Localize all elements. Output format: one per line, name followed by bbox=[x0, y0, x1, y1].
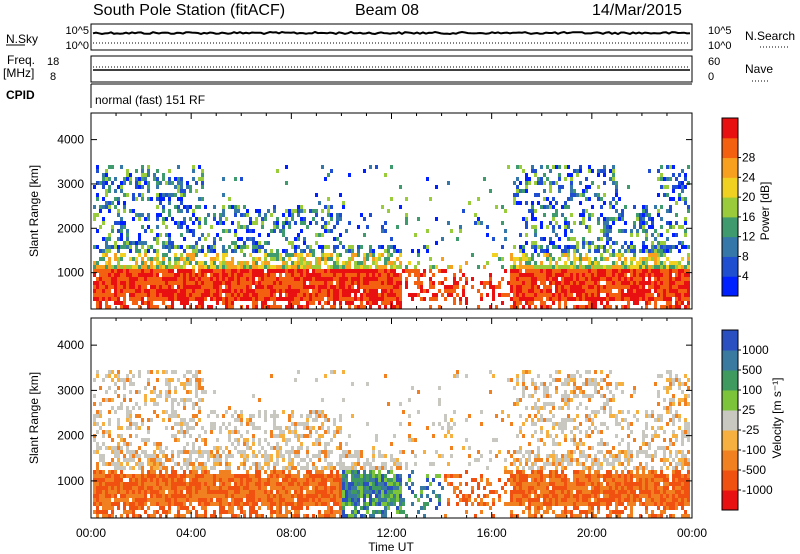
velocity-x-ticks bbox=[90, 318, 693, 518]
velocity-cells bbox=[93, 370, 690, 518]
y-tick-label: 2000 bbox=[57, 221, 84, 235]
colorbar-swatch bbox=[722, 236, 738, 257]
colorbar-swatch bbox=[722, 137, 738, 159]
x-tick-labels: 00:00 04:00 08:00 12:00 16:00 20:00 00:00 bbox=[76, 526, 707, 540]
colorbar-swatch bbox=[722, 470, 738, 491]
power-colorbar: 4 8 12 16 20 24 28 bbox=[721, 117, 756, 297]
velocity-cbar-label: Velocity [m s⁻¹] bbox=[770, 377, 784, 458]
colorbar-swatch bbox=[722, 390, 738, 411]
nsky-tick-low: 10^0 bbox=[65, 40, 89, 52]
y-tick-label: 4000 bbox=[57, 338, 84, 352]
velocity-ylabel: Slant Range [km] bbox=[27, 372, 41, 464]
colorbar-tick-label: 12 bbox=[742, 230, 756, 244]
colorbar-swatch bbox=[722, 256, 738, 277]
power-panel: 1000 2000 3000 4000 Slant Range [km] 4 8 12 16… bbox=[27, 112, 772, 310]
colorbar-swatch bbox=[722, 330, 738, 351]
power-ylabel: Slant Range [km] bbox=[27, 165, 41, 257]
nsky-trace bbox=[92, 30, 691, 36]
colorbar-swatch bbox=[722, 370, 738, 391]
colorbar-tick-label: -100 bbox=[742, 443, 766, 457]
x-tick-label: 08:00 bbox=[276, 526, 306, 540]
colorbar-swatch bbox=[722, 276, 738, 297]
x-tick-label: 00:00 bbox=[76, 526, 106, 540]
freq-panel: Freq. [MHz] 18 8 60 0 Nave bbox=[3, 53, 773, 83]
station-title: South Pole Station (fitACF) bbox=[93, 2, 285, 19]
y-tick-label: 1000 bbox=[57, 266, 84, 280]
colorbar-tick-label: 8 bbox=[742, 249, 749, 263]
x-tick-label: 04:00 bbox=[176, 526, 206, 540]
colorbar-tick-label: 20 bbox=[742, 190, 756, 204]
y-tick-label: 2000 bbox=[57, 429, 84, 443]
freq-label: Freq. bbox=[7, 53, 35, 67]
colorbar-tick-label: 24 bbox=[742, 170, 756, 184]
nsearch-tick-high: 10^5 bbox=[708, 25, 732, 37]
colorbar-tick-label: -25 bbox=[742, 423, 760, 437]
velocity-panel: 1000 2000 3000 4000 Slant Range [km] 1000 50… bbox=[27, 317, 784, 519]
colorbar-swatch bbox=[722, 118, 738, 139]
cpid-text: normal (fast) 151 RF bbox=[95, 93, 205, 107]
colorbar-swatch bbox=[722, 410, 738, 431]
colorbar-tick-label: 4 bbox=[742, 269, 749, 283]
x-tick-label: 20:00 bbox=[577, 526, 607, 540]
colorbar-swatch bbox=[722, 157, 738, 178]
y-tick-label: 3000 bbox=[57, 383, 84, 397]
colorbar-swatch bbox=[722, 350, 738, 371]
x-tick-label: 00:00 bbox=[677, 526, 707, 540]
colorbar-tick-label: 1000 bbox=[742, 343, 769, 357]
velocity-colorbar: 1000 500 100 25 -25 -100 -500 -1000 bbox=[721, 329, 773, 511]
nave-tick-low: 0 bbox=[708, 71, 714, 83]
power-x-ticks bbox=[90, 113, 693, 309]
power-y-axis: 1000 2000 3000 4000 bbox=[57, 133, 692, 280]
y-tick-label: 4000 bbox=[57, 133, 84, 147]
power-cbar-label: Power [dB] bbox=[758, 182, 772, 241]
nave-tick-high: 60 bbox=[708, 56, 720, 68]
nave-label: Nave bbox=[745, 62, 773, 76]
colorbar-swatch bbox=[722, 197, 738, 218]
nsky-panel: N.Sky 10^5 10^0 10^5 10^0 N.Search bbox=[6, 23, 795, 52]
power-cells bbox=[93, 165, 690, 309]
colorbar-tick-label: 28 bbox=[742, 151, 756, 165]
y-tick-label: 1000 bbox=[57, 474, 84, 488]
colorbar-swatch bbox=[722, 450, 738, 471]
x-tick-label: 12:00 bbox=[376, 526, 406, 540]
colorbar-swatch bbox=[722, 490, 738, 511]
colorbar-tick-label: 100 bbox=[742, 383, 762, 397]
nsky-label: N.Sky bbox=[6, 32, 38, 46]
colorbar-tick-label: 500 bbox=[742, 363, 762, 377]
colorbar-tick-label: -500 bbox=[742, 463, 766, 477]
colorbar-tick-label: 25 bbox=[742, 403, 756, 417]
colorbar-swatch bbox=[722, 216, 738, 238]
freq-tick-high: 18 bbox=[47, 56, 59, 68]
colorbar-tick-label: -1000 bbox=[742, 483, 773, 497]
cpid-label: CPID bbox=[6, 88, 35, 102]
nsearch-tick-low: 10^0 bbox=[708, 40, 732, 52]
nsearch-label: N.Search bbox=[745, 29, 795, 43]
colorbar-tick-label: 16 bbox=[742, 210, 756, 224]
cpid-panel: CPID normal (fast) 151 RF bbox=[6, 83, 692, 108]
y-tick-label: 3000 bbox=[57, 177, 84, 191]
nsky-tick-high: 10^5 bbox=[65, 25, 89, 37]
beam-label: Beam 08 bbox=[355, 2, 419, 19]
date-label: 14/Mar/2015 bbox=[592, 2, 682, 19]
x-axis-label: Time UT bbox=[368, 540, 414, 554]
colorbar-swatch bbox=[722, 177, 738, 198]
velocity-y-axis: 1000 2000 3000 4000 bbox=[57, 338, 692, 488]
x-tick-label: 16:00 bbox=[477, 526, 507, 540]
freq-tick-low: 8 bbox=[50, 71, 56, 83]
colorbar-swatch bbox=[722, 430, 738, 451]
freq-unit-label: [MHz] bbox=[3, 66, 34, 80]
